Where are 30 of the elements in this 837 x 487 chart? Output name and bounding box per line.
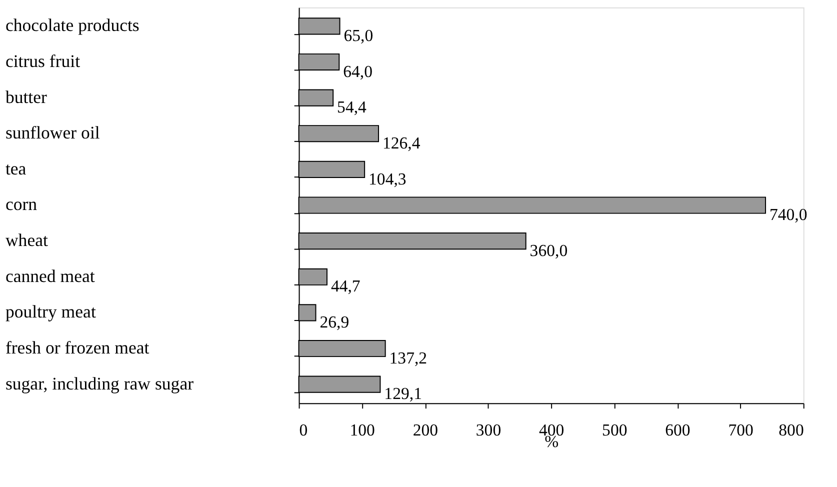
y-tick-label: citrus fruit <box>5 50 80 71</box>
data-label: 54,4 <box>337 98 368 117</box>
data-label: 65,0 <box>344 26 374 46</box>
y-tick-label: corn <box>5 194 38 214</box>
y-tick-label: canned meat <box>5 266 95 286</box>
x-tick-label: 600 <box>665 420 690 440</box>
y-tick-label: chocolate products <box>5 15 140 36</box>
x-tick-label: 800 <box>778 420 804 440</box>
y-tick-label: wheat <box>5 230 48 250</box>
data-label: 129,1 <box>384 384 422 404</box>
x-tick-label: 700 <box>728 420 754 440</box>
x-tick-label: 100 <box>350 420 375 440</box>
y-tick-label: tea <box>5 158 26 178</box>
data-label: 137,2 <box>389 348 428 368</box>
data-label: 740,0 <box>769 205 808 224</box>
y-tick-label: poultry meat <box>5 302 96 322</box>
data-label: 126,4 <box>382 133 421 152</box>
x-tick-label: 200 <box>412 420 438 440</box>
x-tick-label: 500 <box>602 420 628 440</box>
data-label: 26,9 <box>320 312 350 332</box>
data-label: 44,7 <box>330 276 360 296</box>
y-tick-label: butter <box>5 86 48 107</box>
x-tick-label: 300 <box>476 420 502 440</box>
data-label: 64,0 <box>343 62 373 81</box>
data-label: 104,3 <box>368 169 406 188</box>
y-tick-label: fresh or frozen meat <box>5 337 150 358</box>
y-tick-label: sugar, including raw sugar <box>5 373 194 394</box>
data-label: 360,0 <box>530 240 568 260</box>
x-tick-label: 0 <box>299 420 308 440</box>
y-tick-label: sunflower oil <box>5 122 100 143</box>
